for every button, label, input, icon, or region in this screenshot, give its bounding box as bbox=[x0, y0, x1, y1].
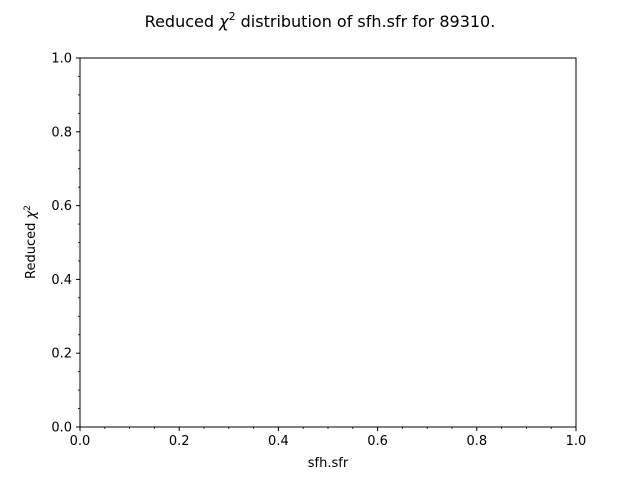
y-tick-label: 0.0 bbox=[51, 421, 72, 436]
y-tick-label: 0.6 bbox=[51, 199, 72, 214]
chart-title-superscript: 2 bbox=[229, 10, 236, 23]
y-tick-label: 0.8 bbox=[51, 125, 72, 140]
y-tick-label: 0.4 bbox=[51, 273, 72, 288]
x-axis: 0.0 0.2 0.4 0.6 0.8 1.0 bbox=[70, 427, 587, 449]
y-axis-label-chi: χ bbox=[24, 209, 39, 219]
chart-title-prefix: Reduced bbox=[145, 12, 219, 31]
y-axis-label: Reduced χ2 bbox=[23, 205, 39, 279]
chart-title-chi: χ bbox=[218, 12, 229, 31]
y-tick-label: 1.0 bbox=[51, 52, 72, 67]
x-tick-label: 0.2 bbox=[169, 434, 190, 449]
chart-title-suffix: distribution of sfh.sfr for 89310. bbox=[236, 12, 496, 31]
y-axis: 0.0 0.2 0.4 0.6 0.8 1.0 bbox=[51, 52, 80, 436]
x-axis-label: sfh.sfr bbox=[308, 456, 349, 471]
x-tick-label: 0.4 bbox=[268, 434, 289, 449]
chart-title: Reduced χ2 distribution of sfh.sfr for 8… bbox=[145, 10, 496, 31]
x-tick-label: 1.0 bbox=[566, 434, 587, 449]
x-tick-label: 0.0 bbox=[70, 434, 91, 449]
plot-area-frame bbox=[79, 57, 577, 428]
y-axis-label-superscript: 2 bbox=[23, 205, 33, 211]
x-tick-label: 0.6 bbox=[367, 434, 388, 449]
x-tick-label: 0.8 bbox=[466, 434, 487, 449]
y-axis-label-prefix: Reduced bbox=[24, 218, 39, 278]
y-tick-label: 0.2 bbox=[51, 347, 72, 362]
